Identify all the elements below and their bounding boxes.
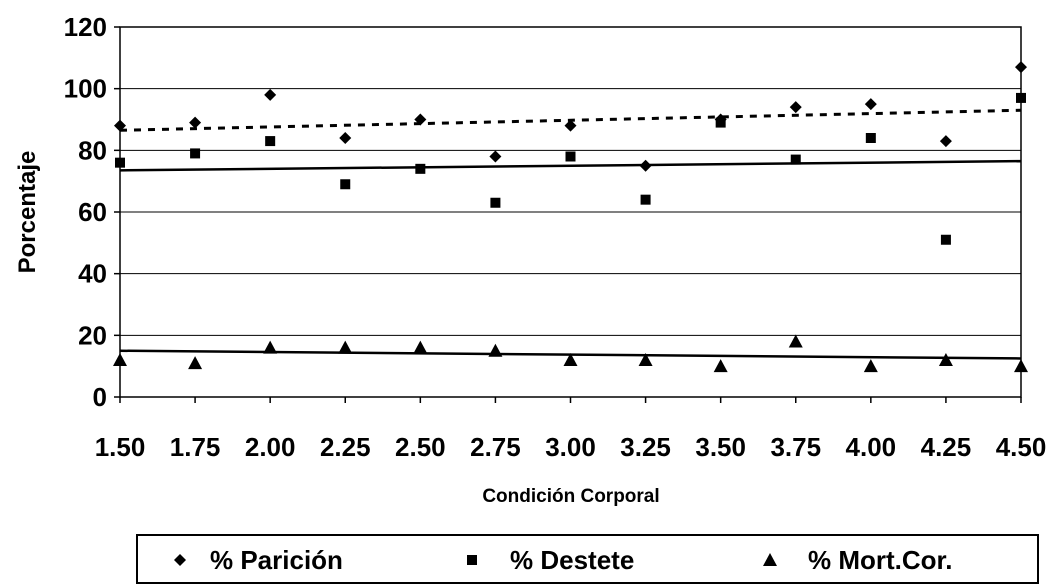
x-axis-label: Condición Corporal — [482, 486, 659, 507]
x-tick-label: 3.75 — [770, 432, 821, 462]
x-tick-label: 1.75 — [170, 432, 221, 462]
point-diamond-10 — [789, 101, 802, 114]
point-triangle-8 — [638, 353, 653, 366]
point-square-9 — [715, 117, 726, 128]
x-tick-label: 3.50 — [695, 432, 746, 462]
legend-label: % Destete — [510, 545, 634, 575]
point-triangle-11 — [863, 359, 878, 373]
point-square-12 — [940, 234, 951, 245]
point-square-13 — [1016, 92, 1026, 103]
point-triangle-13 — [1014, 359, 1028, 373]
point-square-5 — [415, 163, 426, 174]
x-tick-label: 4.00 — [846, 432, 897, 462]
point-triangle-12 — [938, 353, 953, 366]
point-triangle-5 — [413, 340, 428, 354]
y-tick-label: 120 — [64, 12, 107, 42]
point-diamond-6 — [489, 150, 502, 163]
y-tick-label: 20 — [78, 320, 107, 350]
x-tick-label: 2.25 — [320, 432, 371, 462]
legend-box — [136, 534, 1039, 584]
point-square-10 — [790, 154, 801, 165]
x-tick-label: 2.00 — [245, 432, 296, 462]
data-points — [113, 61, 1028, 373]
point-diamond-3 — [264, 88, 277, 101]
legend-marker-triangle — [763, 553, 777, 566]
x-tick-label: 2.50 — [395, 432, 446, 462]
x-tick-label: 3.00 — [545, 432, 596, 462]
point-triangle-4 — [338, 340, 353, 354]
point-triangle-2 — [188, 356, 203, 370]
point-diamond-5 — [414, 113, 427, 126]
point-triangle-7 — [563, 353, 578, 366]
x-tick-label: 2.75 — [470, 432, 521, 462]
point-square-1 — [115, 157, 125, 168]
trend-lines — [119, 108, 1022, 360]
point-triangle-1 — [113, 353, 127, 366]
y-tick-label: 100 — [64, 74, 107, 104]
point-diamond-11 — [864, 98, 877, 111]
legend: % Parición % Destete % Mort.Cor. — [136, 534, 1039, 584]
y-tick-label: 60 — [78, 197, 107, 227]
x-axis-ticks: 1.50 1.75 2.00 2.25 2.50 2.75 3.00 3.25 3.50 3.75… — [95, 397, 1047, 462]
x-tick-label: 4.50 — [996, 432, 1047, 462]
point-triangle-10 — [788, 334, 803, 348]
legend-label: % Mort.Cor. — [808, 545, 952, 575]
point-diamond-4 — [339, 132, 352, 144]
y-tick-label: 0 — [93, 382, 107, 412]
point-diamond-8 — [639, 159, 652, 172]
point-diamond-12 — [939, 135, 952, 148]
x-tick-label: 1.50 — [95, 432, 146, 462]
y-tick-label: 80 — [78, 135, 107, 165]
point-diamond-13 — [1015, 61, 1027, 74]
point-square-2 — [190, 148, 201, 159]
x-tick-label: 4.25 — [921, 432, 972, 462]
y-axis-ticks: 0 20 40 60 80 100 120 — [64, 12, 120, 412]
point-diamond-2 — [189, 116, 202, 129]
point-square-4 — [340, 179, 351, 190]
y-axis-label: Porcentaje — [14, 151, 41, 274]
y-tick-label: 40 — [78, 259, 107, 289]
point-triangle-9 — [713, 359, 728, 373]
point-diamond-7 — [564, 119, 577, 132]
legend-label: % Parición — [210, 545, 343, 575]
grid — [120, 88, 1021, 336]
point-triangle-6 — [488, 343, 503, 357]
point-square-3 — [265, 136, 276, 147]
legend-marker-square — [467, 555, 477, 565]
trend-line-series-2 — [119, 159, 1022, 172]
point-square-8 — [640, 194, 651, 205]
point-triangle-3 — [263, 340, 278, 354]
point-square-7 — [565, 151, 576, 162]
point-square-6 — [490, 197, 501, 208]
legend-items: % Parición % Destete % Mort.Cor. — [174, 545, 952, 575]
legend-marker-diamond — [174, 554, 186, 566]
point-square-11 — [865, 133, 876, 143]
point-diamond-1 — [114, 119, 126, 132]
x-tick-label: 3.25 — [620, 432, 671, 462]
